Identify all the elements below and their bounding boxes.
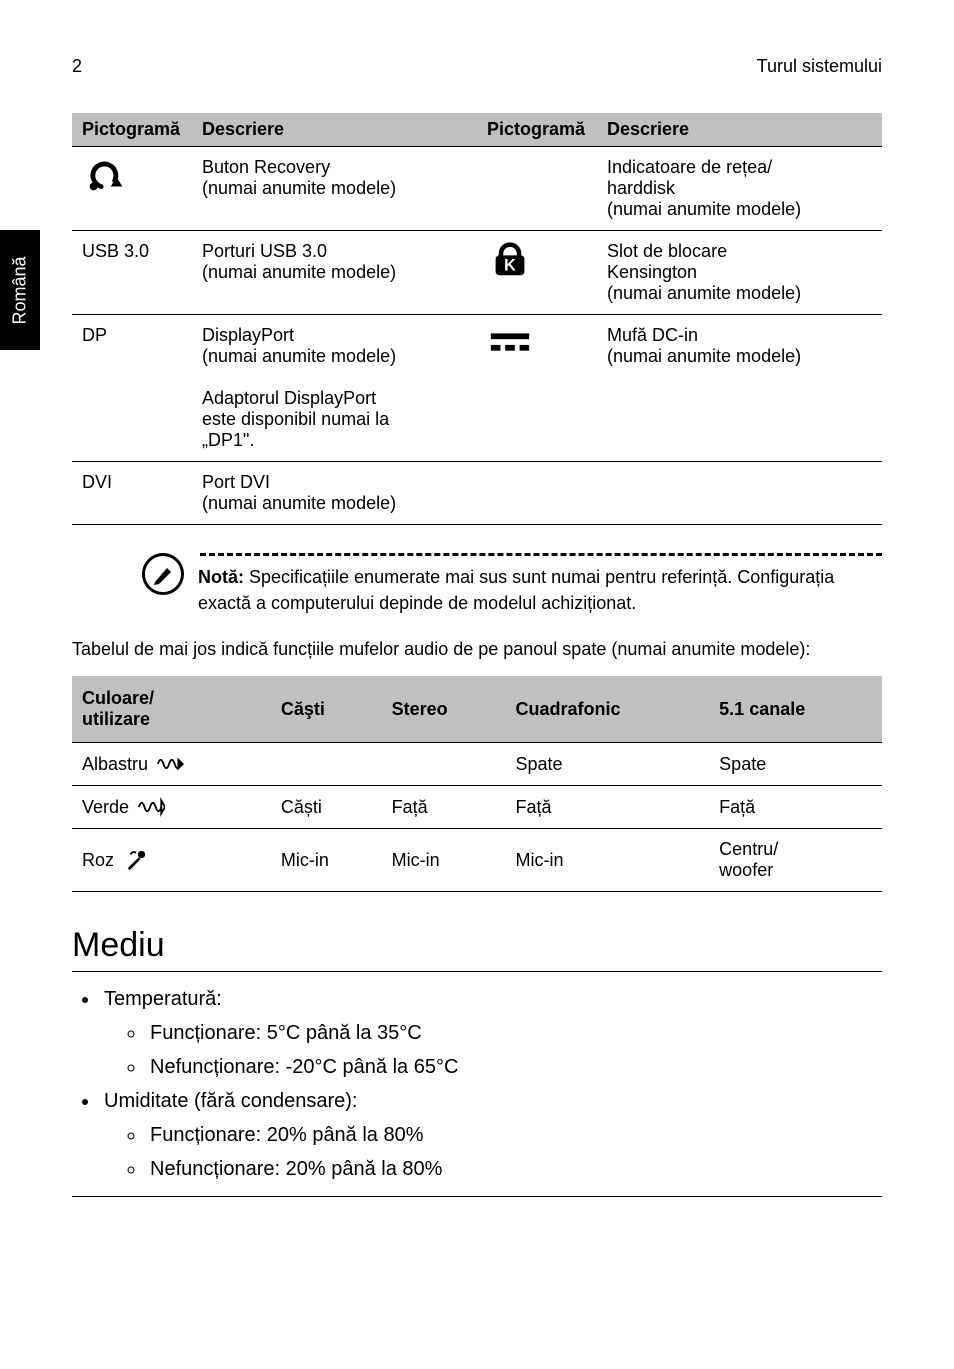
spec-cell: Buton Recovery(numai anumite modele) [202,157,467,199]
table-row: DP DisplayPort(numai anumite modele)Adap… [72,315,882,462]
spec-cell: Porturi USB 3.0(numai anumite modele) [202,241,467,283]
list-item: Funcționare: 5°C până la 35°C [146,1016,882,1050]
audio-th: 5.1 canale [709,676,882,743]
spec-cell: USB 3.0 [82,241,149,261]
audio-intro: Tabelul de mai jos indică funcțiile mufe… [72,636,882,662]
spec-cell: Indicatoare de rețea/harddisk(numai anum… [607,157,872,220]
spec-cell: DVI [82,472,112,492]
audio-cell: Mic-in [382,829,506,892]
audio-cell: Mic-in [271,829,382,892]
audio-cell: Căști [271,786,382,829]
note-text: Notă: Specificațiile enumerate mai sus s… [198,553,882,616]
audio-cell: Spate [709,743,882,786]
audio-th: Cuadrafonic [506,676,710,743]
table-row: USB 3.0 Porturi USB 3.0(numai anumite mo… [72,231,882,315]
audio-th: Stereo [382,676,506,743]
spec-cell: Port DVI(numai anumite modele) [202,472,467,514]
spec-cell: Mufă DC-in(numai anumite modele) [607,325,872,367]
table-row: DVI Port DVI(numai anumite modele) [72,462,882,525]
note-body: Specificațiile enumerate mai sus sunt nu… [198,567,834,613]
audio-cell: Roz [82,850,114,871]
page-header: 2 Turul sistemului [72,56,882,77]
note-icon [142,553,184,595]
audio-cell: Verde [82,797,129,818]
spec-cell: DP [82,325,107,345]
svg-text:K: K [504,257,516,275]
env-label: Umiditate (fără condensare): [104,1090,357,1112]
audio-cell [382,743,506,786]
list-item: Umiditate (fără condensare): Funcționare… [100,1084,882,1186]
list-item: Nefuncționare: -20°C până la 65°C [146,1050,882,1084]
audio-cell: Față [382,786,506,829]
table-row: Buton Recovery(numai anumite modele) Ind… [72,147,882,231]
audio-cell: Față [506,786,710,829]
spec-th-0: Pictogramă [72,113,192,147]
audio-table: Culoare/utilizare Căşti Stereo Cuadrafon… [72,676,882,892]
audio-cell: Mic-in [506,829,710,892]
note-block: Notă: Specificațiile enumerate mai sus s… [142,553,882,616]
list-item: Funcționare: 20% până la 80% [146,1118,882,1152]
spec-th-2: Pictogramă [477,113,597,147]
spec-cell: DisplayPort(numai anumite modele)Adaptor… [202,325,467,451]
spec-table: Pictogramă Descriere Pictogramă Descrier… [72,113,882,525]
audio-cell: Centru/woofer [719,839,872,881]
spec-th-1: Descriere [192,113,477,147]
page-number: 2 [72,56,82,77]
page-title: Turul sistemului [757,56,882,77]
audio-cell: Albastru [82,754,148,775]
kensington-lock-icon: K [487,241,533,277]
env-list: Temperatură: Funcționare: 5°C până la 35… [72,982,882,1186]
table-row: Roz Mic-in Mic-in Mic-in Centru/woofer [72,829,882,892]
line-in-icon [156,753,184,775]
note-label: Notă: [198,567,244,587]
spec-th-3: Descriere [597,113,882,147]
audio-cell: Spate [506,743,710,786]
mediu-heading: Mediu [72,926,882,965]
list-item: Nefuncționare: 20% până la 80% [146,1152,882,1186]
recovery-icon [82,157,128,193]
spec-cell: Slot de blocareKensington(numai anumite … [607,241,872,304]
table-row: Albastru Spate Spate [72,743,882,786]
line-out-icon [137,796,165,818]
table-row: Verde Căști Față Față Față [72,786,882,829]
env-label: Temperatură: [104,988,222,1010]
audio-cell [271,743,382,786]
list-item: Temperatură: Funcționare: 5°C până la 35… [100,982,882,1084]
audio-cell: Față [709,786,882,829]
page: 2 Turul sistemului Pictogramă Descriere … [0,0,954,1257]
audio-th: Culoare/utilizare [72,676,271,743]
audio-th: Căşti [271,676,382,743]
mic-icon [122,849,150,871]
dc-in-icon [487,325,533,361]
